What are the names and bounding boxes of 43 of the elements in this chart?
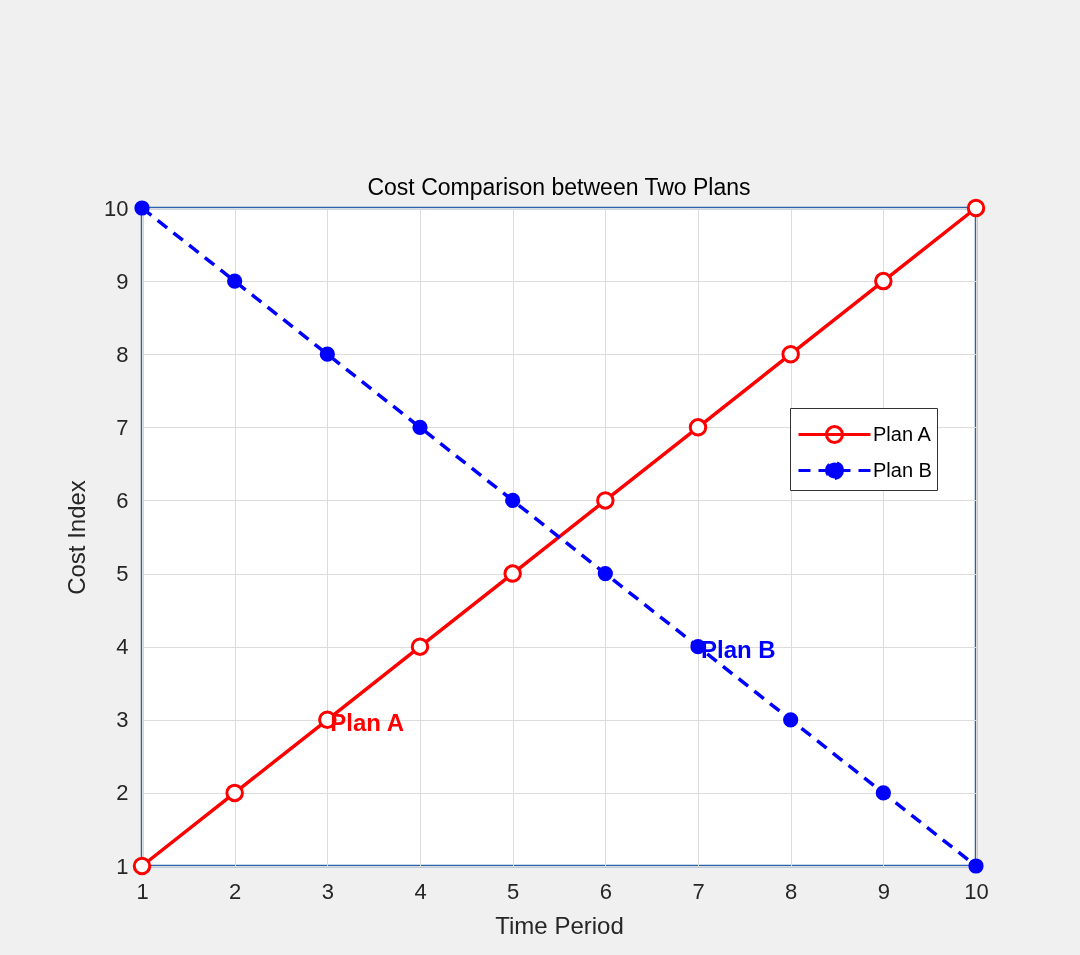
point (874, 271, 893, 291)
point (319, 346, 335, 362)
x-tick-label: 8 (785, 878, 798, 904)
point (225, 783, 244, 803)
point (412, 419, 428, 435)
chart-title: Cost Comparison between Two Plans (367, 174, 751, 201)
y-tick-label: 8 (116, 341, 129, 367)
point (410, 637, 430, 656)
y-tick-label: 2 (116, 780, 129, 806)
point (783, 712, 799, 728)
point (597, 565, 613, 582)
y-axis-title: Cost Index (63, 480, 91, 595)
point (781, 344, 800, 364)
x-tick-label: 6 (599, 878, 612, 904)
x-tick-label: 2 (229, 878, 242, 904)
point (503, 564, 522, 583)
y-tick-label: 3 (116, 707, 129, 733)
x-tick-label: 7 (692, 878, 705, 904)
y-tick-label: 5 (116, 561, 129, 587)
x-tick-label: 3 (321, 878, 334, 904)
point (875, 785, 891, 801)
y-tick-label: 1 (116, 853, 129, 879)
point (505, 492, 521, 509)
x-axis-title: Time Period (495, 911, 624, 939)
y-tick-label: 7 (116, 414, 129, 440)
x-tick-label: 9 (877, 878, 890, 904)
y-tick-label: 10 (104, 195, 129, 221)
point (227, 273, 243, 289)
point (596, 491, 615, 510)
x-tick-label: 4 (414, 878, 427, 904)
legend-label: Plan A (873, 422, 932, 445)
point (966, 198, 986, 218)
x-tick-label: 1 (136, 878, 149, 904)
y-tick-label: 4 (116, 634, 129, 660)
point (134, 200, 150, 216)
x-tick-label: 5 (507, 878, 520, 904)
x-tick-label: 10 (964, 878, 989, 904)
point (688, 418, 708, 437)
y-tick-label: 9 (116, 268, 129, 294)
legend-label: Plan B (873, 458, 932, 481)
point (132, 856, 152, 876)
point (968, 858, 984, 874)
y-tick-label: 6 (116, 487, 129, 513)
